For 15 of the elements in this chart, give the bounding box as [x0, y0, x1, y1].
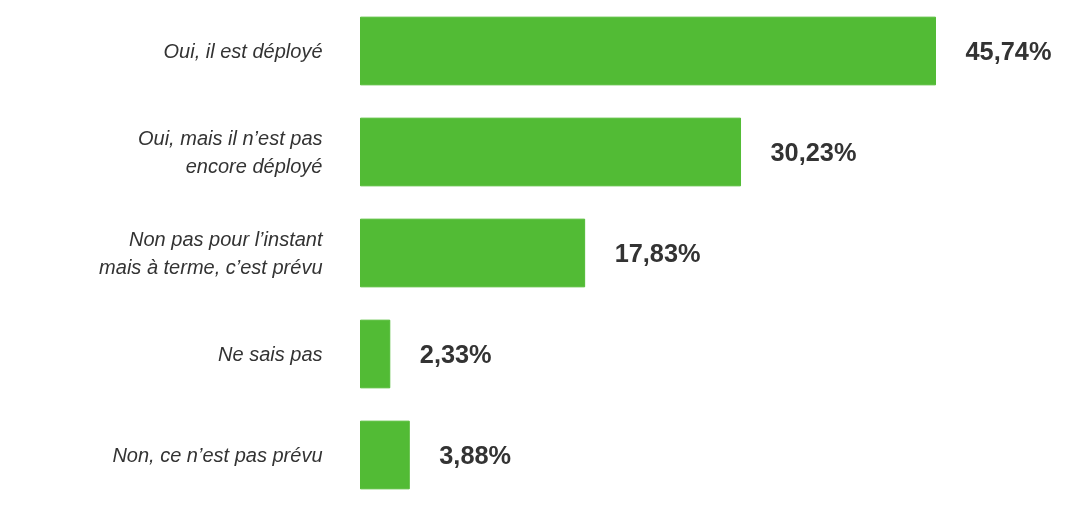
data-label: 3,88%: [439, 441, 512, 469]
data-label: 17,83%: [614, 239, 701, 267]
bar: [360, 420, 410, 490]
y-tick-label: Ne sais pas: [218, 343, 323, 365]
y-tick-label: Non pas pour l’instant mais à terme, c’est prévu: [99, 228, 324, 278]
bar: [360, 16, 936, 86]
data-label: 2,33%: [419, 340, 492, 368]
bar: [360, 319, 391, 389]
y-tick-label: Non, ce n’est pas prévu: [112, 444, 323, 466]
data-label: 45,74%: [965, 37, 1052, 65]
y-tick-label: Oui, il est déployé: [163, 40, 323, 62]
data-label: 30,23%: [770, 138, 857, 166]
bar: [360, 117, 742, 187]
y-tick-label: Oui, mais il n’est pas encore déployé: [137, 127, 323, 177]
bar: [360, 218, 586, 288]
